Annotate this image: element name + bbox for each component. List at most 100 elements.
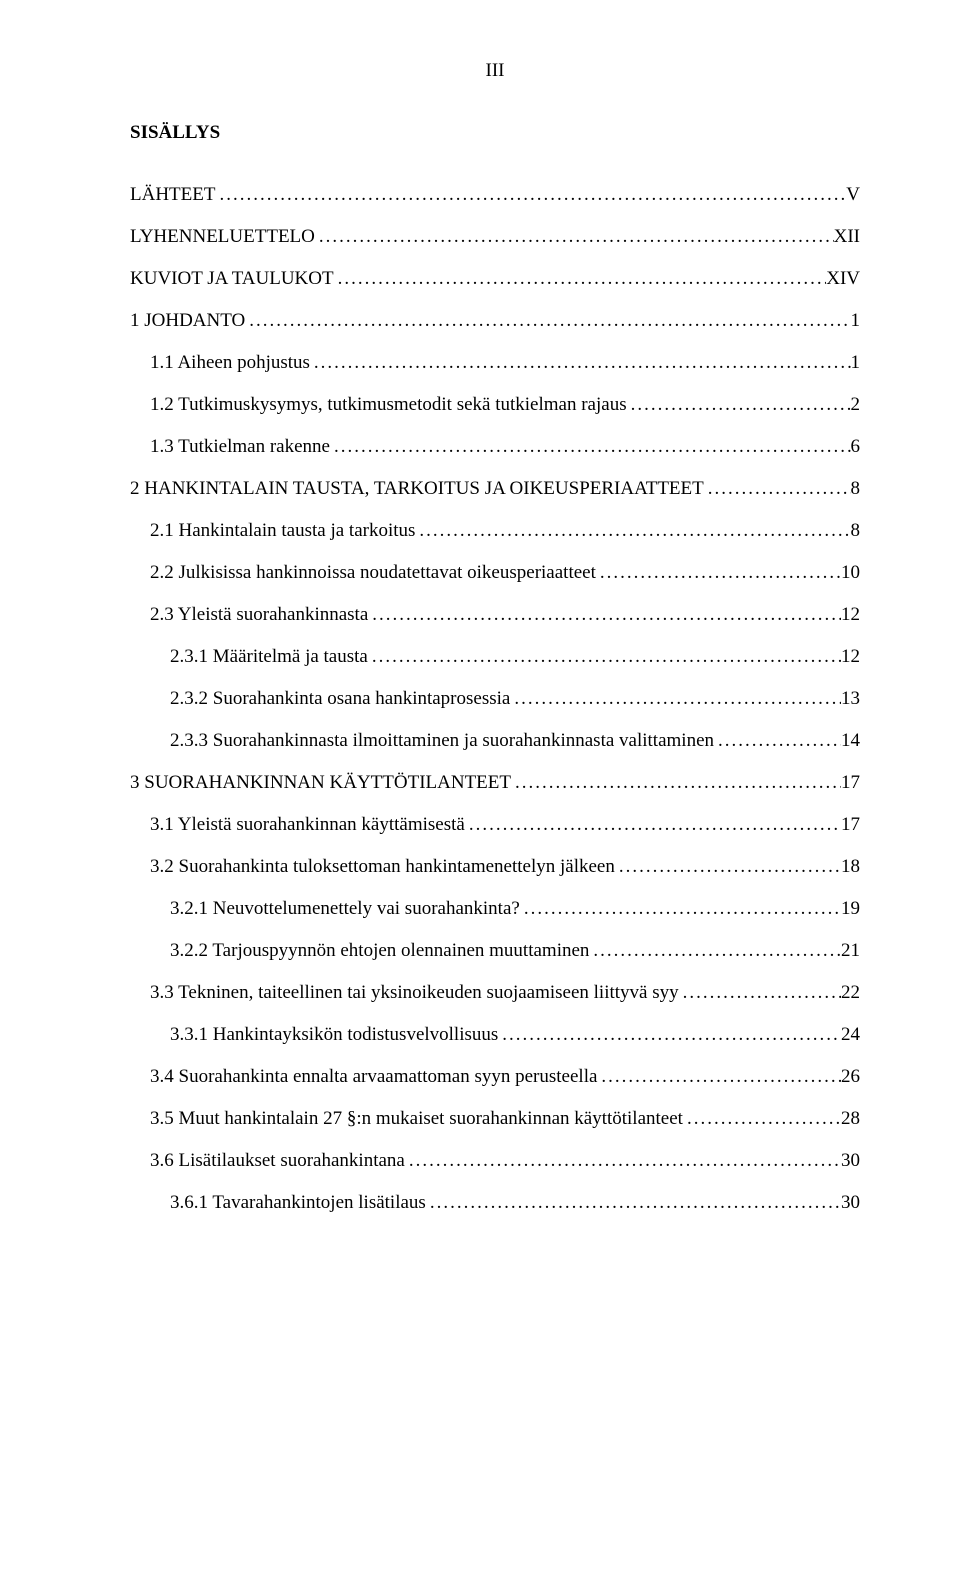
toc-entry-page: 26 xyxy=(841,1066,860,1088)
toc-leader-dots: ........................................… xyxy=(615,856,841,878)
toc-entry-label: 3.3 Tekninen, taiteellinen tai yksinoike… xyxy=(150,982,679,1004)
toc-entry-label: 3 SUORAHANKINNAN KÄYTTÖTILANTEET xyxy=(130,772,511,794)
toc-row: 2.3.1 Määritelmä ja tausta..............… xyxy=(130,646,860,668)
toc-leader-dots: ........................................… xyxy=(426,1192,841,1214)
toc-entry-label: 1.1 Aiheen pohjustus xyxy=(150,352,310,374)
toc-leader-dots: ........................................… xyxy=(315,226,834,248)
toc-leader-dots: ........................................… xyxy=(679,982,841,1004)
toc-entry-page: 19 xyxy=(841,898,860,920)
toc-entry-page: 1 xyxy=(851,352,861,374)
toc-entry-label: 2.3.2 Suorahankinta osana hankintaproses… xyxy=(170,688,510,710)
toc-leader-dots: ........................................… xyxy=(334,268,827,290)
toc-leader-dots: ........................................… xyxy=(597,1066,841,1088)
toc-row: 3.1 Yleistä suorahankinnan käyttämisestä… xyxy=(130,814,860,836)
toc-leader-dots: ........................................… xyxy=(511,772,841,794)
toc-row: 1.2 Tutkimuskysymys, tutkimusmetodit sek… xyxy=(130,394,860,416)
toc-row: 3.3 Tekninen, taiteellinen tai yksinoike… xyxy=(130,982,860,1004)
toc-row: LÄHTEET.................................… xyxy=(130,184,860,206)
toc-entry-label: 1 JOHDANTO xyxy=(130,310,245,332)
toc-entry-label: 3.2.1 Neuvottelumenettely vai suorahanki… xyxy=(170,898,520,920)
toc-row: KUVIOT JA TAULUKOT......................… xyxy=(130,268,860,290)
toc-entry-page: 13 xyxy=(841,688,860,710)
toc-leader-dots: ........................................… xyxy=(465,814,841,836)
toc-row: 3.3.1 Hankintayksikön todistusvelvollisu… xyxy=(130,1024,860,1046)
toc-entry-page: 8 xyxy=(851,520,861,542)
toc-row: 3.2 Suorahankinta tuloksettoman hankinta… xyxy=(130,856,860,878)
toc-leader-dots: ........................................… xyxy=(310,352,851,374)
toc-row: 2.3 Yleistä suorahankinnasta............… xyxy=(130,604,860,626)
toc-entry-label: 2.3.1 Määritelmä ja tausta xyxy=(170,646,368,668)
toc-leader-dots: ........................................… xyxy=(405,1150,841,1172)
toc-row: 3 SUORAHANKINNAN KÄYTTÖTILANTEET........… xyxy=(130,772,860,794)
toc-entry-label: KUVIOT JA TAULUKOT xyxy=(130,268,334,290)
toc-entry-page: 8 xyxy=(851,478,861,500)
toc-entry-page: 18 xyxy=(841,856,860,878)
toc-entry-label: LYHENNELUETTELO xyxy=(130,226,315,248)
toc-entry-page: XII xyxy=(834,226,860,248)
toc-entry-label: 2.3 Yleistä suorahankinnasta xyxy=(150,604,368,626)
toc-leader-dots: ........................................… xyxy=(510,688,841,710)
toc-leader-dots: ........................................… xyxy=(704,478,851,500)
toc-container: LÄHTEET.................................… xyxy=(130,184,860,1214)
toc-entry-label: 2.3.3 Suorahankinnasta ilmoittaminen ja … xyxy=(170,730,714,752)
toc-entry-page: 1 xyxy=(851,310,861,332)
toc-entry-label: 3.1 Yleistä suorahankinnan käyttämisestä xyxy=(150,814,465,836)
toc-entry-page: XIV xyxy=(826,268,860,290)
toc-entry-label: 1.2 Tutkimuskysymys, tutkimusmetodit sek… xyxy=(150,394,627,416)
page-number-header: III xyxy=(130,60,860,82)
toc-row: 1.3 Tutkielman rakenne..................… xyxy=(130,436,860,458)
toc-entry-label: 3.2.2 Tarjouspyynnön ehtojen olennainen … xyxy=(170,940,589,962)
toc-entry-page: 12 xyxy=(841,604,860,626)
toc-row: 2.3.3 Suorahankinnasta ilmoittaminen ja … xyxy=(130,730,860,752)
toc-row: 2.2 Julkisissa hankinnoissa noudatettava… xyxy=(130,562,860,584)
toc-entry-page: 17 xyxy=(841,814,860,836)
toc-entry-label: 3.6.1 Tavarahankintojen lisätilaus xyxy=(170,1192,426,1214)
toc-leader-dots: ........................................… xyxy=(245,310,850,332)
toc-row: 3.4 Suorahankinta ennalta arvaamattoman … xyxy=(130,1066,860,1088)
toc-entry-page: 30 xyxy=(841,1192,860,1214)
toc-entry-page: 2 xyxy=(851,394,861,416)
toc-entry-label: 2.1 Hankintalain tausta ja tarkoitus xyxy=(150,520,415,542)
toc-leader-dots: ........................................… xyxy=(520,898,841,920)
toc-entry-label: 1.3 Tutkielman rakenne xyxy=(150,436,330,458)
toc-leader-dots: ........................................… xyxy=(368,604,841,626)
toc-row: 3.6.1 Tavarahankintojen lisätilaus......… xyxy=(130,1192,860,1214)
toc-leader-dots: ........................................… xyxy=(498,1024,841,1046)
toc-entry-label: 3.2 Suorahankinta tuloksettoman hankinta… xyxy=(150,856,615,878)
toc-entry-page: 6 xyxy=(851,436,861,458)
toc-entry-page: 10 xyxy=(841,562,860,584)
toc-row: 2 HANKINTALAIN TAUSTA, TARKOITUS JA OIKE… xyxy=(130,478,860,500)
toc-entry-label: LÄHTEET xyxy=(130,184,215,206)
toc-leader-dots: ........................................… xyxy=(589,940,841,962)
toc-row: 1 JOHDANTO..............................… xyxy=(130,310,860,332)
toc-entry-page: 21 xyxy=(841,940,860,962)
toc-entry-page: 28 xyxy=(841,1108,860,1130)
toc-entry-page: 14 xyxy=(841,730,860,752)
toc-entry-label: 2 HANKINTALAIN TAUSTA, TARKOITUS JA OIKE… xyxy=(130,478,704,500)
toc-entry-page: 24 xyxy=(841,1024,860,1046)
toc-row: 1.1 Aiheen pohjustus....................… xyxy=(130,352,860,374)
toc-leader-dots: ........................................… xyxy=(330,436,851,458)
toc-leader-dots: ........................................… xyxy=(415,520,850,542)
toc-row: LYHENNELUETTELO.........................… xyxy=(130,226,860,248)
toc-entry-page: 30 xyxy=(841,1150,860,1172)
toc-row: 2.3.2 Suorahankinta osana hankintaproses… xyxy=(130,688,860,710)
toc-leader-dots: ........................................… xyxy=(714,730,841,752)
toc-row: 3.2.2 Tarjouspyynnön ehtojen olennainen … xyxy=(130,940,860,962)
toc-row: 3.2.1 Neuvottelumenettely vai suorahanki… xyxy=(130,898,860,920)
toc-leader-dots: ........................................… xyxy=(596,562,841,584)
toc-leader-dots: ........................................… xyxy=(683,1108,841,1130)
toc-row: 2.1 Hankintalain tausta ja tarkoitus....… xyxy=(130,520,860,542)
toc-entry-label: 2.2 Julkisissa hankinnoissa noudatettava… xyxy=(150,562,596,584)
toc-entry-page: 12 xyxy=(841,646,860,668)
toc-row: 3.6 Lisätilaukset suorahankintana.......… xyxy=(130,1150,860,1172)
toc-entry-page: V xyxy=(846,184,860,206)
toc-entry-label: 3.5 Muut hankintalain 27 §:n mukaiset su… xyxy=(150,1108,683,1130)
toc-row: 3.5 Muut hankintalain 27 §:n mukaiset su… xyxy=(130,1108,860,1130)
toc-entry-label: 3.6 Lisätilaukset suorahankintana xyxy=(150,1150,405,1172)
doc-title: SISÄLLYS xyxy=(130,122,860,144)
toc-leader-dots: ........................................… xyxy=(627,394,851,416)
toc-entry-label: 3.4 Suorahankinta ennalta arvaamattoman … xyxy=(150,1066,597,1088)
toc-entry-page: 22 xyxy=(841,982,860,1004)
toc-leader-dots: ........................................… xyxy=(368,646,841,668)
